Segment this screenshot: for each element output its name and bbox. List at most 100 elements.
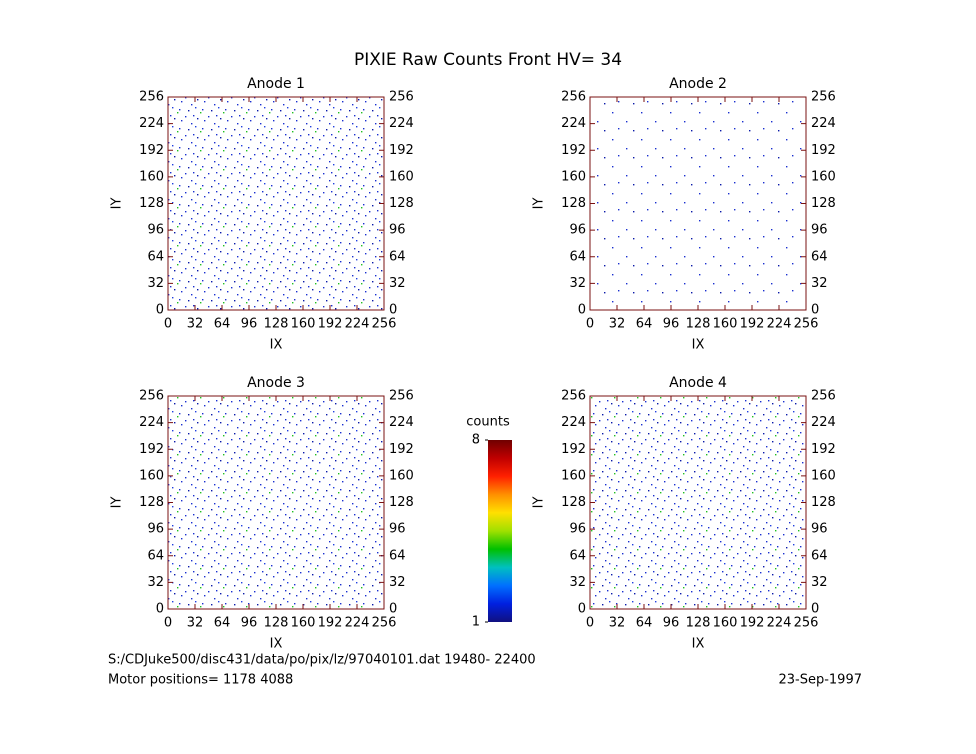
y-tick-label: 32	[569, 276, 586, 291]
x-tick-label: 192	[740, 317, 765, 332]
x-tick-label: 32	[609, 616, 626, 631]
y-tick-label: 256	[139, 389, 164, 404]
y-axis-label: IY	[110, 497, 125, 509]
x-tick-label: 160	[291, 616, 316, 631]
y-tick-label: 32	[569, 575, 586, 590]
x-axis-label: IX	[270, 338, 283, 353]
y-tick-label-right: 32	[811, 276, 828, 291]
y-tick-label: 224	[561, 116, 586, 131]
x-tick-label: 128	[686, 317, 711, 332]
x-tick-label: 0	[164, 317, 172, 332]
y-tick-label-right: 224	[811, 415, 836, 430]
y-tick-label: 128	[561, 495, 586, 510]
y-tick-label: 96	[147, 522, 164, 537]
x-tick-label: 160	[713, 616, 738, 631]
speckle-texture	[168, 396, 384, 609]
x-tick-label: 224	[345, 616, 370, 631]
speckle-texture	[590, 97, 806, 310]
y-tick-label-right: 32	[389, 276, 406, 291]
x-tick-label: 64	[214, 616, 231, 631]
x-axis-label: IX	[270, 637, 283, 652]
x-tick-label: 128	[686, 616, 711, 631]
y-tick-label: 224	[139, 415, 164, 430]
y-tick-label: 256	[561, 90, 586, 105]
x-tick-label: 224	[767, 317, 792, 332]
y-tick-label-right: 96	[811, 223, 828, 238]
x-tick-label: 32	[609, 317, 626, 332]
y-tick-label-right: 96	[811, 522, 828, 537]
y-axis-label: IY	[110, 198, 125, 210]
y-tick-label-right: 224	[811, 116, 836, 131]
y-tick-label-right: 224	[389, 116, 414, 131]
y-tick-label: 64	[569, 548, 586, 563]
y-tick-label: 224	[561, 415, 586, 430]
y-axis-label: IY	[532, 497, 547, 509]
x-tick-label: 192	[740, 616, 765, 631]
y-tick-label: 0	[156, 303, 164, 318]
y-tick-label-right: 192	[811, 442, 836, 457]
y-tick-label-right: 0	[811, 602, 819, 617]
colorbar	[488, 440, 512, 622]
y-tick-label-right: 128	[389, 495, 414, 510]
speckle-texture	[168, 97, 384, 310]
date: 23-Sep-1997	[778, 673, 862, 688]
x-tick-label: 128	[264, 317, 289, 332]
x-tick-label: 96	[663, 616, 680, 631]
x-tick-label: 0	[164, 616, 172, 631]
y-tick-label: 128	[561, 196, 586, 211]
y-tick-label-right: 256	[811, 389, 836, 404]
colorbar-tick-label: 1	[472, 615, 480, 630]
y-tick-label: 160	[561, 169, 586, 184]
page-title: PIXIE Raw Counts Front HV= 34	[354, 50, 622, 70]
y-tick-label-right: 64	[811, 548, 828, 563]
x-tick-label: 96	[241, 616, 258, 631]
x-tick-label: 32	[187, 317, 204, 332]
y-tick-label: 0	[578, 303, 586, 318]
x-tick-label: 64	[636, 317, 653, 332]
y-tick-label-right: 128	[811, 495, 836, 510]
y-tick-label: 160	[139, 468, 164, 483]
y-tick-label-right: 0	[389, 602, 397, 617]
y-tick-label-right: 64	[389, 548, 406, 563]
x-tick-label: 256	[372, 616, 397, 631]
y-tick-label-right: 256	[811, 90, 836, 105]
y-tick-label-right: 160	[811, 468, 836, 483]
y-tick-label: 32	[147, 575, 164, 590]
y-tick-label-right: 96	[389, 522, 406, 537]
y-tick-label: 224	[139, 116, 164, 131]
y-tick-label: 96	[569, 522, 586, 537]
x-tick-label: 32	[187, 616, 204, 631]
y-tick-label-right: 192	[389, 143, 414, 158]
x-tick-label: 224	[767, 616, 792, 631]
y-tick-label: 160	[561, 468, 586, 483]
y-tick-label-right: 96	[389, 223, 406, 238]
colorbar-tick-label: 8	[472, 433, 480, 448]
file-path: S:/CDJuke500/disc431/data/po/pix/lz/9704…	[108, 653, 536, 668]
y-tick-label-right: 256	[389, 90, 414, 105]
x-tick-label: 96	[241, 317, 258, 332]
motor-positions: Motor positions= 1178 4088	[108, 673, 293, 688]
y-tick-label-right: 160	[389, 169, 414, 184]
y-tick-label: 64	[147, 548, 164, 563]
speckle-texture	[590, 396, 806, 609]
x-axis-label: IX	[692, 338, 705, 353]
y-tick-label: 96	[147, 223, 164, 238]
y-tick-label-right: 0	[811, 303, 819, 318]
x-tick-label: 224	[345, 317, 370, 332]
x-tick-label: 192	[318, 317, 343, 332]
y-tick-label: 192	[139, 442, 164, 457]
y-tick-label: 0	[578, 602, 586, 617]
y-tick-label: 64	[569, 249, 586, 264]
colorbar-label: counts	[466, 415, 510, 430]
x-tick-label: 64	[636, 616, 653, 631]
y-tick-label-right: 64	[389, 249, 406, 264]
x-tick-label: 64	[214, 317, 231, 332]
y-tick-label-right: 128	[811, 196, 836, 211]
panel-title: Anode 1	[247, 76, 305, 92]
y-tick-label: 192	[561, 442, 586, 457]
y-tick-label-right: 192	[811, 143, 836, 158]
x-tick-label: 160	[713, 317, 738, 332]
x-tick-label: 96	[663, 317, 680, 332]
y-tick-label: 256	[561, 389, 586, 404]
